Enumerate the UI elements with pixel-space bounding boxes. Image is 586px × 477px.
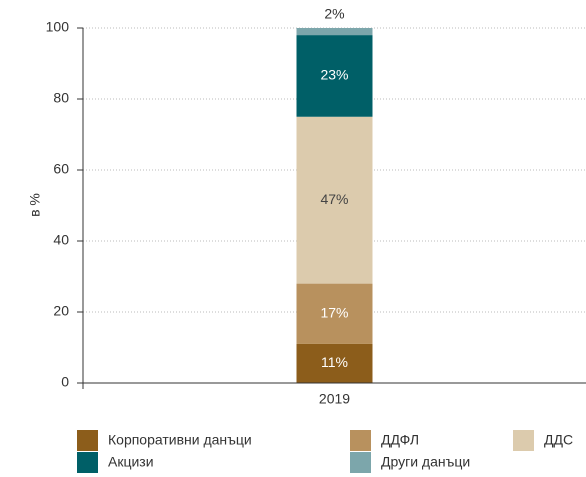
data-label: 47% [320, 191, 348, 207]
legend-swatch [350, 430, 371, 451]
legend-swatch [77, 452, 98, 473]
y-tick-label: 40 [53, 232, 69, 248]
bar-segment [296, 35, 373, 117]
legend-swatch [350, 452, 371, 473]
legend-label: ДДФЛ [381, 432, 419, 448]
data-label: 2% [324, 6, 344, 22]
legend-label: Акцизи [108, 454, 154, 470]
legend-label: Корпоративни данъци [108, 432, 252, 448]
legend-label: ДДС [544, 432, 573, 448]
y-tick-label: 60 [53, 161, 69, 177]
y-axis-label: в % [27, 193, 43, 217]
bar-segment [296, 343, 373, 383]
legend-swatch [77, 430, 98, 451]
legend-label: Други данъци [381, 454, 470, 470]
data-label: 23% [320, 67, 348, 83]
y-tick-label: 80 [53, 90, 69, 106]
bar-segment [296, 283, 373, 344]
x-tick-label: 2019 [319, 391, 350, 407]
y-tick-label: 100 [46, 19, 70, 35]
y-tick-label: 0 [61, 374, 69, 390]
data-label: 17% [320, 304, 348, 320]
y-tick-label: 20 [53, 303, 69, 319]
data-label: 11% [321, 354, 348, 370]
bar-segment [296, 28, 373, 36]
legend-swatch [513, 430, 534, 451]
bar-segment [296, 116, 373, 284]
